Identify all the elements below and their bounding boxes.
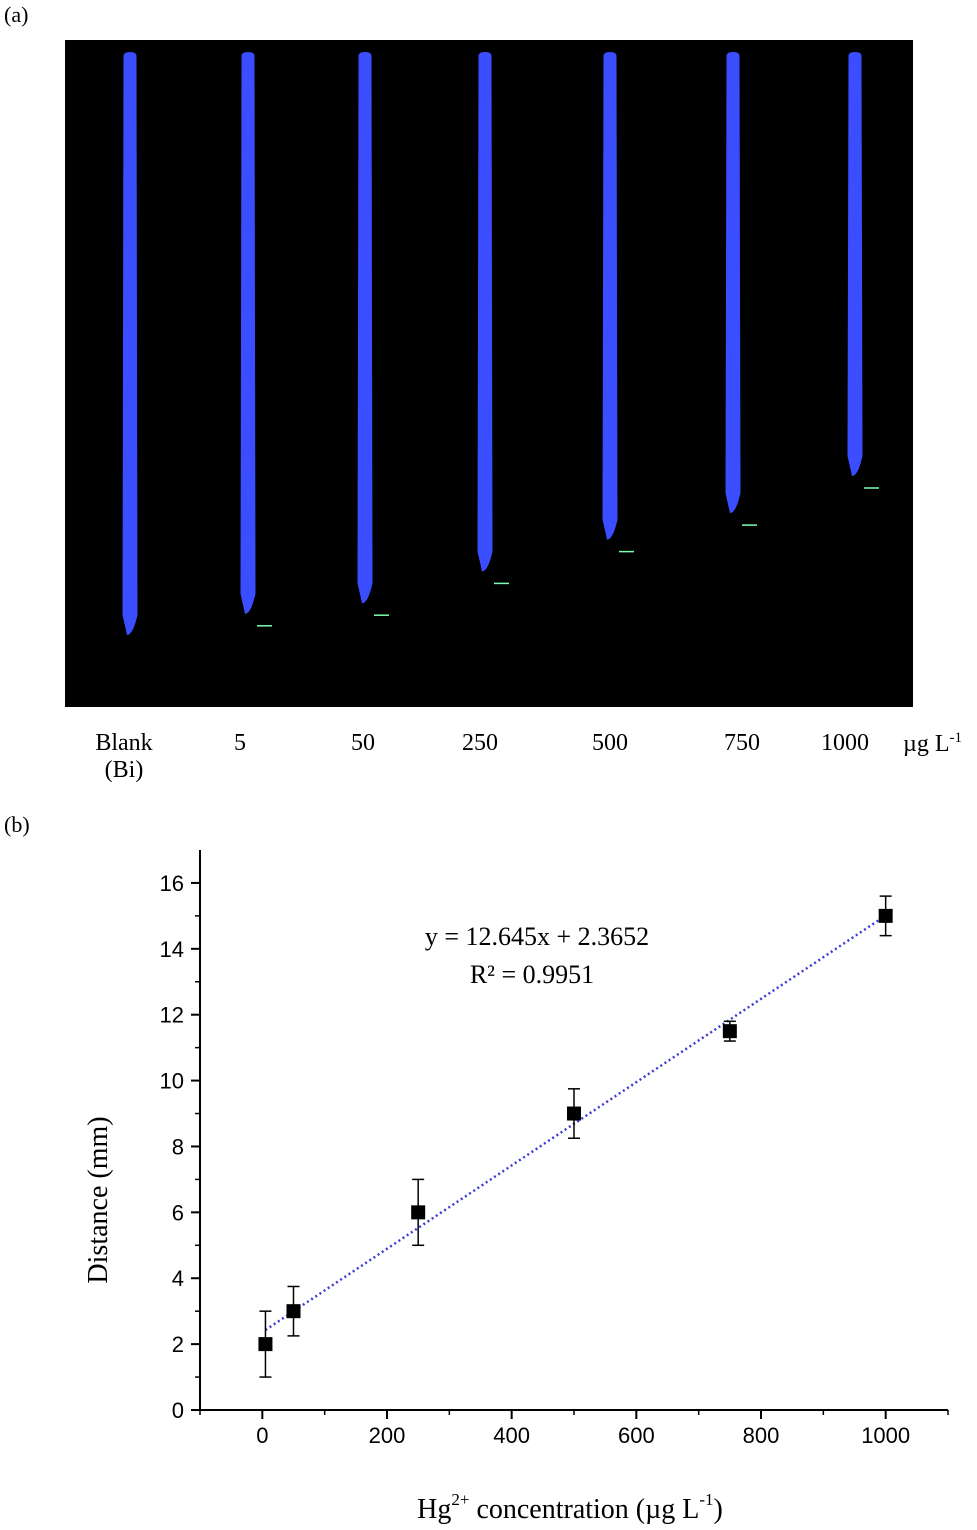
data-point: [258, 1310, 273, 1378]
data-point: [878, 895, 893, 937]
x-tick-label: 800: [743, 1423, 780, 1448]
point-marker: [722, 1024, 737, 1039]
y-tick-label: 2: [172, 1332, 184, 1357]
x-tick-label: 1000: [861, 1423, 910, 1448]
strips-group: [122, 52, 879, 635]
point-marker: [567, 1106, 581, 1121]
panel-b-label: (b): [4, 812, 30, 837]
x-tick-label: 200: [369, 1423, 406, 1448]
concentration-label: Blank (Bi): [95, 730, 153, 783]
point-marker: [286, 1304, 301, 1319]
fluorescent-strip: [477, 52, 493, 572]
data-point: [567, 1088, 581, 1139]
x-axis-title: Hg2+ concentration (µg L-1): [417, 1490, 723, 1525]
data-point: [411, 1178, 426, 1247]
fluorescent-strip: [847, 52, 863, 476]
point-marker: [878, 908, 893, 923]
x-tick-label: 600: [618, 1423, 655, 1448]
fluorescent-strip: [725, 52, 741, 514]
fluorescence-strip-photo: [65, 40, 913, 707]
y-tick-label: 6: [172, 1200, 184, 1225]
y-axis-title: Distance (mm): [83, 1116, 114, 1283]
y-tick-label: 14: [160, 937, 184, 962]
unit-label: µg L-1: [903, 730, 962, 757]
fluorescent-strip: [602, 52, 618, 540]
x-tick-label: 400: [493, 1423, 530, 1448]
concentration-label: 5: [234, 730, 246, 756]
concentration-label: 500: [592, 730, 628, 756]
point-marker: [258, 1337, 273, 1352]
concentration-label: 1000: [821, 730, 869, 756]
concentration-label: 250: [462, 730, 498, 756]
fit-line: [264, 914, 887, 1332]
regression-equation: y = 12.645x + 2.3652: [425, 922, 649, 951]
x-tick-label: 0: [256, 1423, 268, 1448]
panel-a-label: (a): [4, 2, 29, 27]
y-tick-label: 12: [160, 1003, 184, 1028]
r-squared: R² = 0.9951: [470, 960, 594, 989]
data-point: [286, 1285, 301, 1337]
ticks: 0 2 4 6 8 10 12 14 16 0 200 400 600 800 1000: [160, 871, 949, 1448]
point-marker: [411, 1205, 426, 1220]
data-point: [722, 1020, 737, 1042]
y-tick-label: 8: [172, 1134, 184, 1159]
fluorescent-strip: [357, 52, 373, 604]
calibration-chart: 0 2 4 6 8 10 12 14 16 0 200 400 600 800 1000 y = 12.64…: [83, 850, 949, 1525]
fluorescent-strip: [122, 52, 138, 635]
fluorescent-strip: [240, 52, 256, 614]
y-tick-label: 4: [172, 1266, 184, 1291]
y-tick-label: 16: [160, 871, 184, 896]
data-points: [258, 895, 893, 1378]
y-tick-label: 0: [172, 1398, 184, 1423]
concentration-label: 750: [724, 730, 760, 756]
concentration-label: 50: [351, 730, 375, 756]
y-tick-label: 10: [160, 1069, 184, 1094]
fit-line-group: [264, 914, 887, 1332]
